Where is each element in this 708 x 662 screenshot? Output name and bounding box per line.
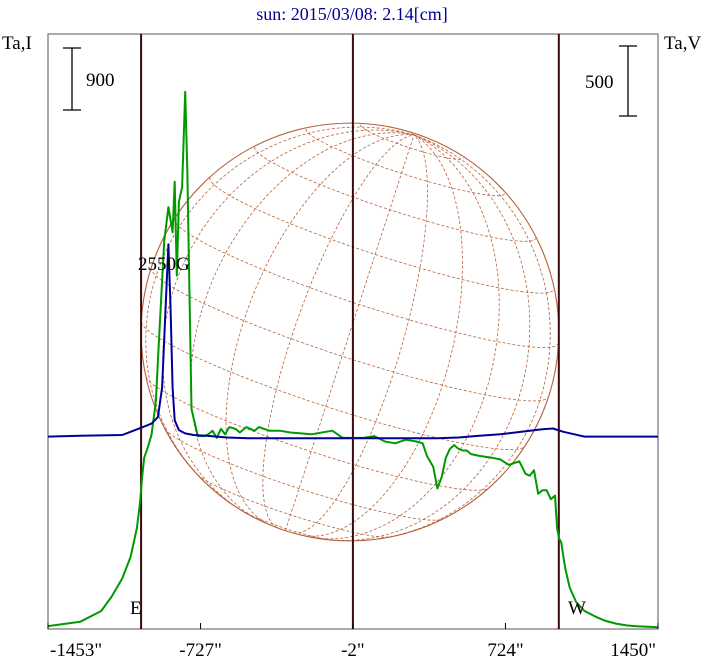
parallel-line xyxy=(141,321,525,451)
solar-limb-circle xyxy=(140,122,560,542)
limb-label-west: W xyxy=(568,598,586,619)
parallel-line xyxy=(164,428,443,521)
meridian-line xyxy=(301,134,463,537)
chart-title: sun: 2015/03/08: 2.14[cm] xyxy=(256,4,448,24)
meridian-line xyxy=(190,132,415,520)
parallel-line xyxy=(150,267,549,402)
left-axis-label: Ta,I xyxy=(2,33,32,54)
meridian-line xyxy=(293,134,428,534)
parallel-line xyxy=(145,377,489,491)
series-V-line xyxy=(47,243,658,440)
solar-disk-grid xyxy=(140,122,560,542)
parallel-line xyxy=(242,510,332,541)
meridian-line xyxy=(315,134,500,540)
parallel-line xyxy=(254,146,537,242)
parallel-line xyxy=(305,128,506,197)
meridian-line xyxy=(331,134,531,541)
limb-markers xyxy=(140,34,560,629)
meridian-line xyxy=(262,134,415,529)
x-tick-label: -1453" xyxy=(50,640,102,661)
parallel-line xyxy=(174,218,559,349)
right-scale-bar xyxy=(619,45,637,117)
meridian-line xyxy=(379,134,551,540)
annotation-2550g: 2550G xyxy=(138,254,190,275)
limb-label-east: E xyxy=(130,598,142,619)
meridian-line xyxy=(285,134,415,531)
x-axis-ticks: -1453" -727" -2" 724" 1450" xyxy=(47,623,659,661)
x-tick-label: 724" xyxy=(487,640,523,661)
series-I-line xyxy=(47,90,659,629)
right-scale-bar-label: 500 xyxy=(585,72,614,93)
right-axis-label: Ta,V xyxy=(664,33,701,54)
left-scale-bar xyxy=(63,47,81,111)
parallel-line xyxy=(197,474,390,538)
x-tick-label: 1450" xyxy=(610,640,656,661)
series-lines xyxy=(47,90,659,629)
parallel-line xyxy=(360,124,464,160)
meridian-line xyxy=(162,129,415,512)
left-scale-bar-label: 900 xyxy=(86,70,115,91)
meridian-line xyxy=(225,134,415,526)
parallel-line xyxy=(209,177,555,294)
meridian-line xyxy=(145,126,415,483)
x-tick-label: -727" xyxy=(179,640,222,661)
x-tick-label: -2" xyxy=(341,640,365,661)
